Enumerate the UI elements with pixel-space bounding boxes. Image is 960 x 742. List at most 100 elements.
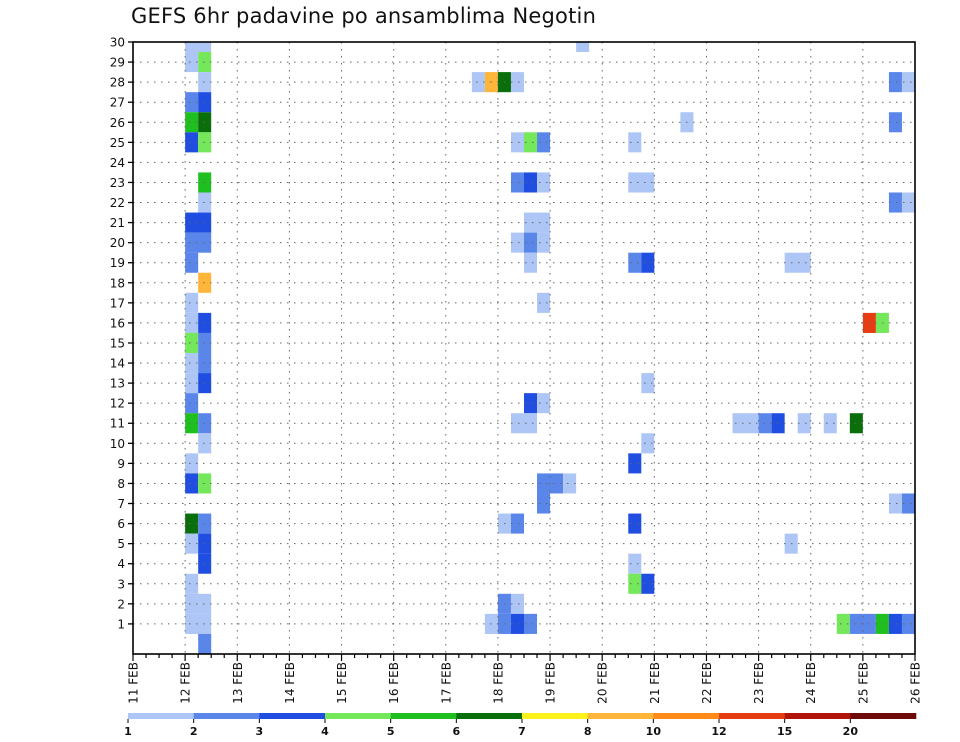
x-tick-label: 23 FEB <box>752 662 766 704</box>
y-tick-label: 27 <box>110 96 125 110</box>
x-tick-label: 19 FEB <box>544 662 558 704</box>
heatmap-cell <box>888 192 902 213</box>
heatmap-cell <box>185 573 199 594</box>
legend-label: 10 <box>646 725 662 738</box>
heatmap-cell <box>198 413 212 434</box>
y-tick-label: 14 <box>110 357 125 371</box>
heatmap-cell <box>198 172 212 193</box>
heatmap-cell <box>198 112 212 133</box>
heatmap-cell <box>471 72 485 93</box>
heatmap-cell <box>185 533 199 554</box>
y-tick-label: 13 <box>110 377 125 391</box>
heatmap-cell <box>198 72 212 93</box>
heatmap-cell <box>185 473 199 494</box>
legend-swatch <box>850 713 917 719</box>
heatmap-cell <box>510 613 524 634</box>
y-tick-label: 25 <box>110 136 125 150</box>
heatmap-cell <box>901 613 915 634</box>
heatmap-cell <box>524 172 538 193</box>
heatmap-cell <box>198 513 212 534</box>
x-tick-label: 11 FEB <box>127 662 141 704</box>
legend-swatch <box>653 713 720 719</box>
heatmap-cell <box>524 613 538 634</box>
y-tick-label: 16 <box>110 316 125 330</box>
heatmap-cell <box>836 613 850 634</box>
heatmap-cell <box>185 92 199 113</box>
y-tick-label: 22 <box>110 196 125 210</box>
heatmap-cell <box>198 433 212 454</box>
heatmap-cell <box>198 312 212 333</box>
x-tick-label: 13 FEB <box>231 662 245 704</box>
heatmap-cell <box>641 373 655 394</box>
heatmap-cell <box>888 493 902 514</box>
heatmap-cell <box>888 72 902 93</box>
legend-label: 1 <box>124 725 132 738</box>
heatmap-cell <box>198 192 212 213</box>
heatmap-cell <box>198 332 212 354</box>
y-tick-label: 19 <box>110 256 125 270</box>
x-tick-label: 22 FEB <box>700 662 714 704</box>
heatmap-cell <box>888 112 902 133</box>
heatmap-cell <box>185 413 199 434</box>
y-tick-label: 7 <box>117 497 125 511</box>
y-tick-label: 29 <box>110 56 125 70</box>
y-tick-label: 2 <box>117 597 125 611</box>
legend-label: 12 <box>711 725 726 738</box>
heatmap-cell <box>198 132 212 153</box>
heatmap-cell <box>185 513 199 534</box>
heatmap-cell <box>537 232 551 253</box>
y-tick-label: 17 <box>110 296 125 310</box>
heatmap-cell <box>185 212 212 233</box>
heatmap-cell <box>563 473 577 494</box>
y-tick-label: 6 <box>117 517 125 531</box>
x-axis: 11 FEB 12 FEB 13 FEB 14 FEB 15 FEB 16 FEB 17 F… <box>127 654 923 704</box>
heatmap-cell <box>524 252 538 273</box>
legend-label: 3 <box>256 725 264 738</box>
legend-label: 5 <box>387 725 395 738</box>
legend-label: 20 <box>843 725 859 738</box>
y-tick-label: 26 <box>110 116 125 130</box>
heatmap-cell <box>732 413 759 434</box>
heatmap-cell <box>758 413 772 434</box>
heatmap-cell <box>628 252 642 273</box>
heatmap-cell <box>901 72 915 93</box>
heatmap-cell <box>185 132 199 153</box>
y-tick-label: 21 <box>110 216 125 230</box>
heatmap-cell <box>185 252 199 273</box>
y-tick-label: 4 <box>117 557 125 571</box>
heatmap-cell <box>510 172 524 193</box>
heatmap-cell <box>628 553 642 574</box>
heatmap-cell <box>524 132 538 153</box>
heatmap-cell <box>185 112 199 133</box>
legend-swatch <box>456 713 523 719</box>
y-tick-label: 28 <box>110 76 125 90</box>
heatmap-cell <box>510 72 524 93</box>
heatmap-cell <box>537 493 551 514</box>
y-tick-label: 12 <box>110 397 125 411</box>
x-tick-label: 18 FEB <box>491 662 505 704</box>
legend-swatch <box>193 713 260 719</box>
x-tick-label: 26 FEB <box>909 662 923 704</box>
x-tick-label: 12 FEB <box>179 662 193 704</box>
heatmap-cell <box>510 132 524 153</box>
y-tick-label: 1 <box>117 617 125 631</box>
y-axis: 1234567891011121314151617181920212223242… <box>110 36 133 631</box>
legend-swatch <box>587 713 654 719</box>
heatmap-cell <box>198 272 212 293</box>
heatmap-cell <box>185 453 199 474</box>
heatmap-cell <box>510 593 524 614</box>
heatmap-cell <box>185 232 212 253</box>
heatmap-cell <box>628 172 655 193</box>
heatmap-cell <box>537 132 551 153</box>
heatmap-cells <box>185 42 915 654</box>
x-tick-label: 17 FEB <box>439 662 453 704</box>
heatmap-cell <box>510 232 524 253</box>
heatmap-cell <box>185 52 199 73</box>
color-legend: 1 2 3 4 5 6 7 8 10 12 15 20 <box>124 713 917 738</box>
heatmap-cell <box>641 573 655 594</box>
y-tick-label: 11 <box>110 417 125 431</box>
heatmap-cell <box>537 393 551 414</box>
heatmap-cell <box>198 92 212 113</box>
heatmap-cell <box>628 513 642 534</box>
y-tick-label: 23 <box>110 176 125 190</box>
